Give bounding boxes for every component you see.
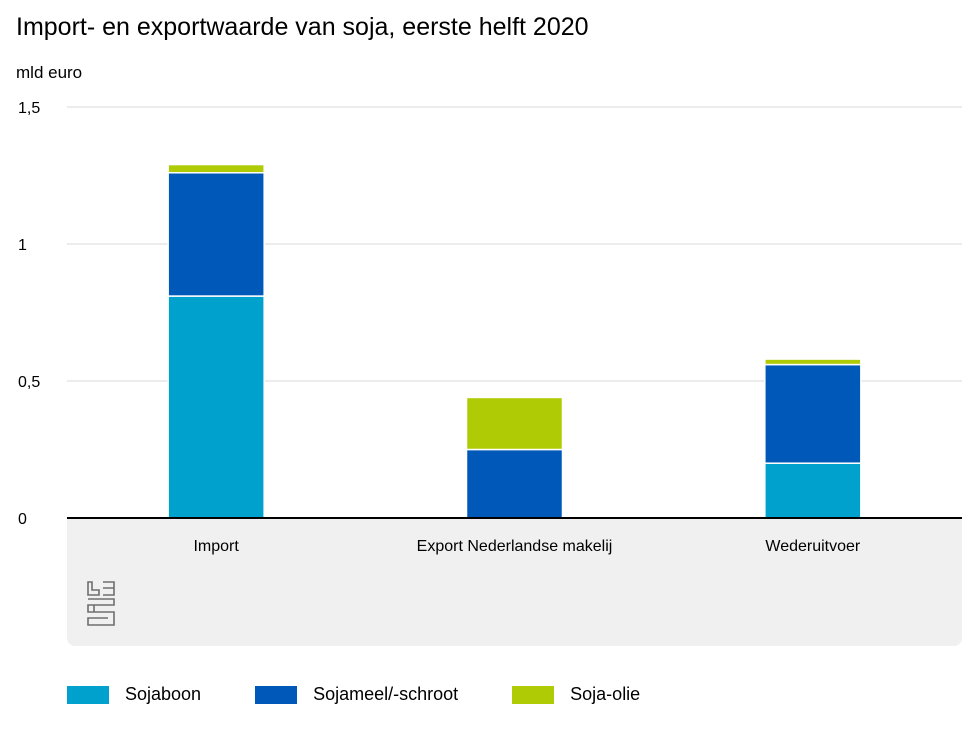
x-tick-labels: Import Export Nederlandse makelij Wederuit… xyxy=(193,538,860,555)
y-tick-label: 1 xyxy=(18,237,27,254)
y-tick-label: 0,5 xyxy=(18,374,40,391)
x-tick-label: Wederuitvoer xyxy=(765,538,861,555)
bar-segment xyxy=(167,295,265,519)
legend: Sojaboon Sojameel/-schroot Soja-olie xyxy=(67,684,694,705)
x-tick-label: Export Nederlandse makelij xyxy=(417,538,613,555)
y-tick-label: 0 xyxy=(18,511,27,528)
bar-segment xyxy=(167,163,265,174)
bar-segment xyxy=(465,396,564,451)
legend-label: Sojameel/-schroot xyxy=(313,684,459,704)
y-tick-label: 1,5 xyxy=(18,100,40,117)
cbs-logo xyxy=(87,581,115,626)
bar-segment xyxy=(167,172,265,297)
x-axis-panel xyxy=(67,518,962,646)
y-tick-labels: 0 0,5 1 1,5 xyxy=(18,100,40,528)
legend-swatch xyxy=(67,685,109,704)
bars xyxy=(167,163,862,519)
bar-segment xyxy=(764,358,862,366)
bar-segment xyxy=(465,448,564,519)
chart-title: Import- en exportwaarde van soja, eerste… xyxy=(16,13,589,41)
legend-item: Soja-olie xyxy=(512,684,640,705)
legend-label: Soja-olie xyxy=(570,684,641,704)
legend-swatch xyxy=(255,685,298,704)
legend-item: Sojameel/-schroot xyxy=(255,684,458,705)
x-tick-label: Import xyxy=(193,538,239,555)
legend-item: Sojaboon xyxy=(67,684,201,705)
bar-segment xyxy=(764,462,862,519)
y-axis-label: mld euro xyxy=(16,63,83,82)
legend-label: Sojaboon xyxy=(125,684,202,704)
bar-segment xyxy=(764,363,862,464)
legend-swatch xyxy=(512,685,555,704)
